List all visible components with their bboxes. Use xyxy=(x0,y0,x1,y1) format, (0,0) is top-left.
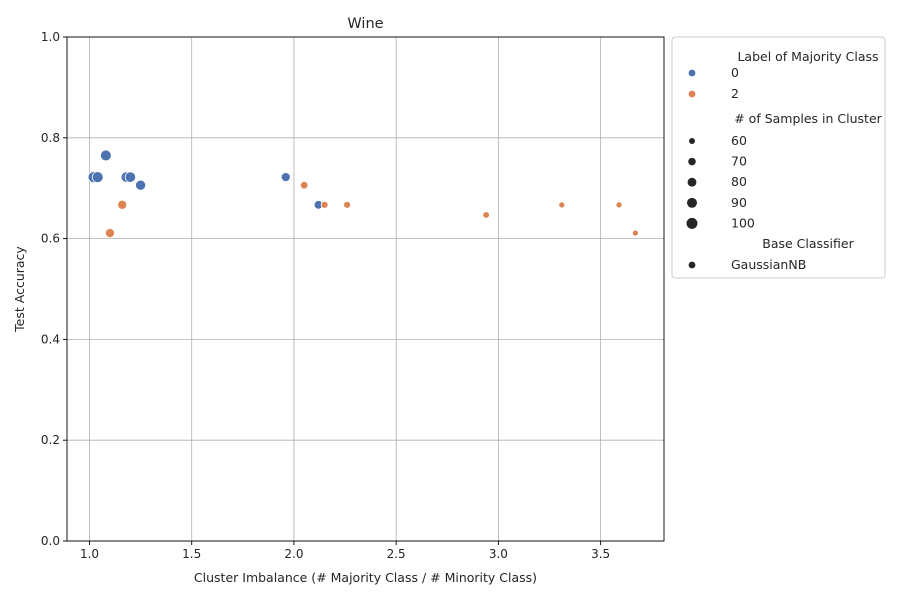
data-point-class-0 xyxy=(124,171,136,183)
data-point-class-2 xyxy=(632,229,639,237)
legend-size-label: 90 xyxy=(731,195,747,210)
data-point-class-2 xyxy=(104,228,115,239)
data-point-class-2 xyxy=(482,211,490,219)
x-tick-label: 1.5 xyxy=(182,547,201,561)
legend-size-marker xyxy=(687,197,697,208)
data-point-class-2 xyxy=(343,200,351,209)
data-point-class-0 xyxy=(135,179,147,191)
data-point-class-2 xyxy=(117,199,128,210)
legend-size-label: 70 xyxy=(731,154,747,169)
legend-size-marker xyxy=(688,157,696,166)
plot-frame xyxy=(66,36,665,542)
legend-size-label: 80 xyxy=(731,174,747,189)
x-tick-label: 3.5 xyxy=(591,547,610,561)
chart-title: Wine xyxy=(347,16,383,32)
legend-style-title: Base Classifier xyxy=(762,236,854,251)
data-point-class-2 xyxy=(300,181,309,190)
legend-size-marker xyxy=(689,138,695,144)
legend-size-label: 60 xyxy=(731,133,747,148)
data-point-class-2 xyxy=(558,201,566,209)
data-point-class-0 xyxy=(91,171,104,183)
x-tick-label: 3.0 xyxy=(489,547,508,561)
y-tick-label: 0.6 xyxy=(41,232,60,246)
data-point-class-0 xyxy=(280,172,291,183)
y-tick-label: 0.8 xyxy=(41,131,60,145)
x-axis-label: Cluster Imbalance (# Majority Class / # … xyxy=(194,570,537,585)
legend-size-marker xyxy=(686,217,698,229)
y-tick-label: 0.4 xyxy=(41,332,60,346)
grid xyxy=(67,36,664,542)
data-point-class-0 xyxy=(100,149,112,162)
y-tick-label: 0.0 xyxy=(41,534,60,548)
y-tick-label: 0.2 xyxy=(41,433,60,447)
data-point-class-2 xyxy=(615,201,623,209)
axis-ticks: 1.0 1.5 2.0 2.5 3.0 3.5 0.0 0.2 0.4 0.6 0.8 1.0 xyxy=(41,30,610,561)
legend-size-marker xyxy=(687,177,697,187)
legend-label-class-2: 2 xyxy=(731,86,739,101)
legend-style-label: GaussianNB xyxy=(731,257,806,272)
x-tick-label: 2.5 xyxy=(387,547,406,561)
x-tick-label: 2.0 xyxy=(284,547,303,561)
y-axis-label: Test Accuracy xyxy=(12,246,27,333)
data-point-class-2 xyxy=(320,200,329,209)
legend-marker-class-0 xyxy=(688,69,696,77)
legend-style-marker xyxy=(688,261,696,269)
y-tick-label: 1.0 xyxy=(41,30,60,44)
legend-size-label: 100 xyxy=(731,215,755,230)
x-tick-label: 1.0 xyxy=(80,547,99,561)
legend-label-class-0: 0 xyxy=(731,65,739,80)
legend-box xyxy=(671,36,886,279)
legend-marker-class-2 xyxy=(688,90,696,98)
data-points xyxy=(87,149,639,239)
legend-size-title: # of Samples in Cluster xyxy=(734,111,882,126)
legend-hue-title: Label of Majority Class xyxy=(737,49,878,64)
